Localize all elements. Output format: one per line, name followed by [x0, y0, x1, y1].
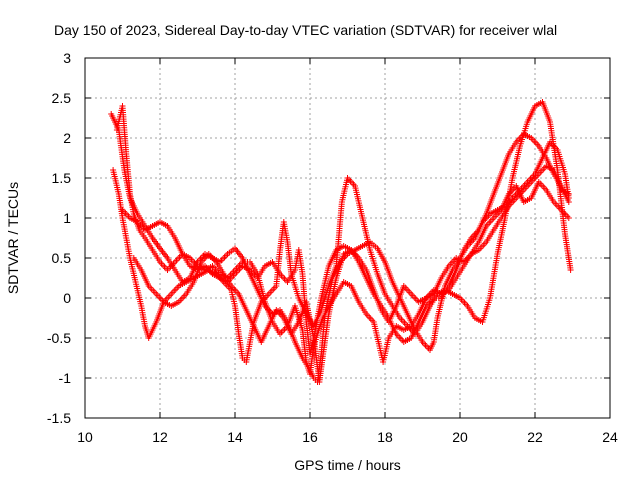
x-tick-label: 14 — [227, 429, 243, 445]
data-layer — [108, 99, 574, 385]
plus-markers — [113, 103, 572, 377]
x-tick-label: 18 — [377, 429, 393, 445]
y-axis-label: SDTVAR / TECUs — [5, 182, 21, 294]
x-tick-label: 10 — [77, 429, 93, 445]
chart-title: Day 150 of 2023, Sidereal Day-to-day VTE… — [54, 22, 557, 38]
y-tick-label: 0 — [63, 290, 71, 306]
series-track-2 — [110, 99, 574, 365]
x-tick-label: 24 — [602, 429, 618, 445]
x-axis-label: GPS time / hours — [294, 457, 401, 473]
y-tick-label: 3 — [63, 50, 71, 66]
y-tick-label: 1 — [63, 210, 71, 226]
y-tick-label: -1.5 — [47, 410, 71, 426]
grid — [85, 58, 610, 418]
series-track-4 — [119, 131, 572, 357]
x-tick-label: 20 — [452, 429, 468, 445]
y-tick-label: 1.5 — [52, 170, 72, 186]
y-tick-label: 2.5 — [52, 90, 72, 106]
y-tick-label: -1 — [59, 370, 72, 386]
series-track-5 — [130, 179, 572, 385]
x-tick-label: 22 — [527, 429, 543, 445]
plus-markers — [130, 179, 572, 385]
y-tick-label: -0.5 — [47, 330, 71, 346]
y-tick-label: 0.5 — [52, 250, 72, 266]
plot-frame — [84, 57, 611, 419]
y-tick-label: 2 — [63, 130, 71, 146]
axis-ticks: 10 12 14 16 18 20 22 24 -1.5 -1 -0.5 0 0.5 1 1.5 2 2.5 3 — [47, 50, 618, 445]
series-track-3 — [113, 103, 572, 377]
plus-markers — [110, 99, 574, 365]
plus-markers — [119, 131, 572, 357]
x-tick-label: 12 — [152, 429, 168, 445]
x-tick-label: 16 — [302, 429, 318, 445]
